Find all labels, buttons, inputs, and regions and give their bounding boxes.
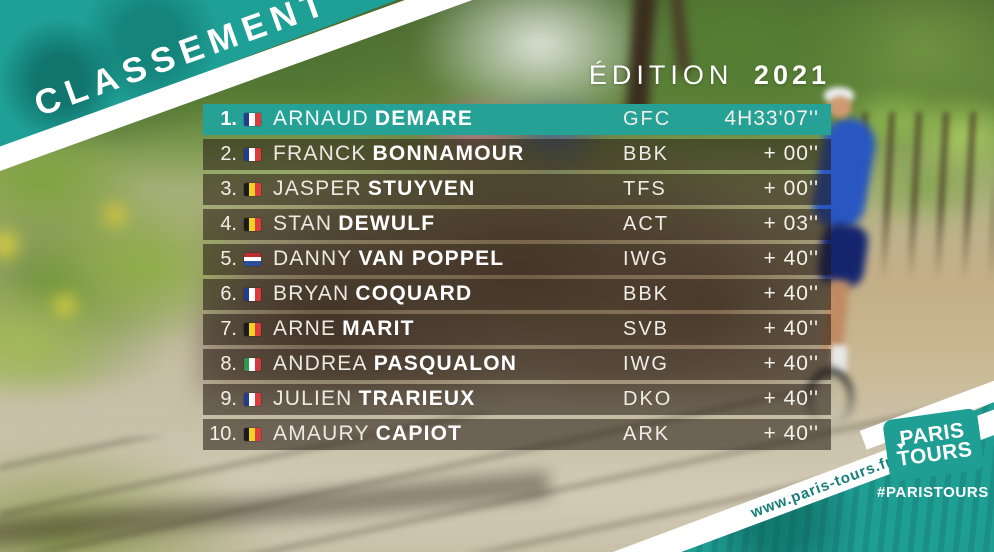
rider-name: JULIEN TRARIEUX	[273, 387, 476, 411]
rank-label: 2.	[220, 142, 237, 165]
flag-icon	[243, 322, 261, 336]
team-code: ARK	[623, 422, 671, 445]
table-row: 5. DANNY VAN POPPEL IWG + 40''	[203, 244, 831, 275]
time-value: + 40''	[763, 352, 819, 376]
rider-name: ANDREA PASQUALON	[273, 352, 518, 376]
rank-label: 1.	[220, 107, 237, 130]
time-value: + 40''	[763, 422, 819, 446]
arrow-down-icon	[896, 443, 905, 451]
flag-icon	[243, 392, 261, 406]
flag-icon	[243, 147, 261, 161]
time-value: + 00''	[763, 177, 819, 201]
time-value: 4H33'07''	[724, 107, 819, 131]
rank-label: 9.	[220, 387, 237, 410]
team-code: TFS	[623, 177, 667, 200]
table-row: 10. AMAURY CAPIOT ARK + 40''	[203, 419, 831, 450]
time-value: + 40''	[763, 247, 819, 271]
paris-tours-logo: PARIS TOURS	[882, 407, 985, 483]
table-row: 4. STAN DEWULF ACT + 03''	[203, 209, 831, 240]
flag-icon	[243, 112, 261, 126]
bg-cyclist-sock	[831, 345, 847, 373]
team-code: BBK	[623, 142, 670, 165]
rank-label: 8.	[220, 352, 237, 375]
rank-label: 4.	[220, 212, 237, 235]
rank-label: 5.	[220, 247, 237, 270]
edition-heading: ÉDITION 2021	[589, 60, 830, 91]
rank-label: 10.	[209, 422, 237, 445]
rank-label: 3.	[220, 177, 237, 200]
rider-name: ARNE MARIT	[273, 317, 415, 341]
table-row: 9. JULIEN TRARIEUX DKO + 40''	[203, 384, 831, 415]
flag-icon	[243, 357, 261, 371]
rider-name: ARNAUD DEMARE	[273, 107, 474, 131]
rider-name: JASPER STUYVEN	[273, 177, 476, 201]
classification-table: 1. ARNAUD DEMARE GFC 4H33'07'' 2. FRANCK B…	[203, 104, 831, 450]
team-code: IWG	[623, 352, 669, 375]
time-value: + 40''	[763, 387, 819, 411]
rider-name: FRANCK BONNAMOUR	[273, 142, 525, 166]
bg-grass	[0, 437, 270, 552]
time-value: + 40''	[763, 317, 819, 341]
flag-icon	[243, 252, 261, 266]
flag-icon	[243, 287, 261, 301]
flag-icon	[243, 427, 261, 441]
bg-cyclist-head	[828, 96, 852, 118]
edition-label: ÉDITION	[588, 60, 734, 90]
rider-name: AMAURY CAPIOT	[273, 422, 463, 446]
team-code: IWG	[623, 247, 669, 270]
flag-icon	[243, 182, 261, 196]
team-code: GFC	[623, 107, 672, 130]
rider-name: STAN DEWULF	[273, 212, 436, 236]
table-row: 1. ARNAUD DEMARE GFC 4H33'07''	[203, 104, 831, 135]
time-value: + 00''	[763, 142, 819, 166]
team-code: BBK	[623, 282, 670, 305]
hashtag-label: #PARISTOURS	[877, 484, 989, 501]
rank-label: 7.	[220, 317, 237, 340]
time-value: + 03''	[763, 212, 819, 236]
flag-icon	[243, 217, 261, 231]
rider-name: BRYAN COQUARD	[273, 282, 473, 306]
table-row: 2. FRANCK BONNAMOUR BBK + 00''	[203, 139, 831, 170]
rank-label: 6.	[220, 282, 237, 305]
team-code: ACT	[623, 212, 669, 235]
team-code: DKO	[623, 387, 673, 410]
time-value: + 40''	[763, 282, 819, 306]
table-row: 8. ANDREA PASQUALON IWG + 40''	[203, 349, 831, 380]
edition-year: 2021	[753, 60, 830, 90]
team-code: SVB	[623, 317, 670, 340]
table-row: 7. ARNE MARIT SVB + 40''	[203, 314, 831, 345]
rider-name: DANNY VAN POPPEL	[273, 247, 505, 271]
table-row: 3. JASPER STUYVEN TFS + 00''	[203, 174, 831, 205]
table-row: 6. BRYAN COQUARD BBK + 40''	[203, 279, 831, 310]
